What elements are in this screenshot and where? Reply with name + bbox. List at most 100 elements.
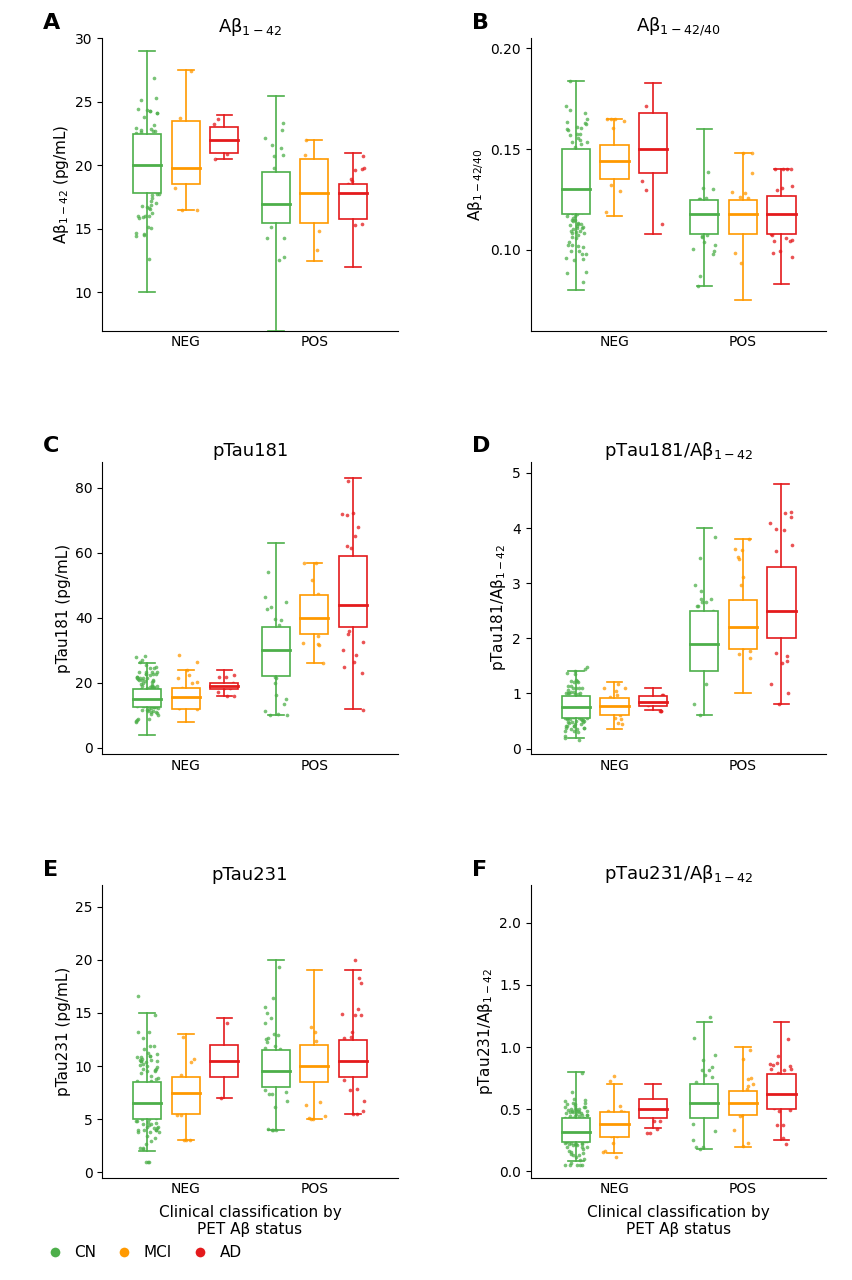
Point	[348, 526, 361, 547]
Point	[140, 1074, 153, 1094]
Bar	[561, 1117, 590, 1142]
Point	[739, 223, 752, 243]
Point	[694, 1103, 707, 1124]
Point	[579, 1126, 593, 1147]
Point	[560, 663, 573, 684]
Point	[568, 664, 582, 685]
Point	[766, 621, 780, 641]
Point	[186, 673, 199, 694]
Point	[768, 230, 781, 251]
Point	[561, 716, 574, 736]
Point	[130, 1111, 143, 1132]
Point	[744, 640, 757, 660]
Point	[691, 1102, 705, 1123]
Point	[147, 1085, 160, 1106]
Point	[267, 1024, 280, 1044]
Point	[346, 1103, 360, 1124]
Point	[573, 1120, 586, 1140]
Point	[654, 701, 668, 722]
Point	[144, 119, 158, 140]
Point	[151, 102, 164, 123]
Bar	[171, 120, 200, 184]
Point	[280, 1091, 294, 1111]
Point	[143, 1092, 157, 1112]
Point	[152, 184, 165, 205]
Point	[641, 1094, 654, 1115]
Point	[579, 198, 593, 219]
Point	[354, 1005, 368, 1025]
Point	[781, 1068, 795, 1088]
Point	[130, 709, 144, 730]
Point	[558, 1119, 572, 1139]
Point	[784, 570, 797, 590]
Point	[354, 202, 367, 223]
Point	[150, 193, 164, 214]
Point	[142, 197, 156, 218]
Point	[143, 101, 157, 122]
Point	[785, 189, 798, 210]
Point	[566, 210, 579, 230]
Point	[145, 676, 158, 696]
Point	[652, 146, 665, 166]
Point	[568, 210, 582, 230]
Point	[607, 118, 620, 138]
Bar	[690, 1084, 718, 1117]
Point	[346, 503, 360, 524]
Point	[134, 691, 147, 712]
Point	[136, 152, 150, 173]
Point	[561, 111, 574, 132]
Point	[130, 686, 143, 707]
Point	[144, 698, 158, 718]
Point	[134, 1051, 147, 1071]
Point	[565, 189, 579, 210]
Point	[579, 707, 592, 727]
Point	[575, 201, 589, 221]
Point	[151, 682, 164, 703]
Point	[149, 701, 163, 722]
Point	[575, 1114, 589, 1134]
Point	[147, 1036, 161, 1056]
Point	[184, 60, 198, 81]
Point	[691, 1101, 705, 1121]
Point	[135, 1108, 149, 1129]
Point	[143, 198, 157, 219]
Point	[579, 189, 593, 210]
Point	[574, 701, 588, 722]
Point	[136, 143, 150, 164]
Point	[764, 224, 778, 244]
Point	[214, 134, 227, 155]
Point	[268, 672, 281, 692]
Point	[357, 157, 371, 178]
Point	[268, 1042, 281, 1062]
Point	[559, 1117, 573, 1138]
Point	[149, 657, 163, 677]
Point	[694, 227, 708, 247]
Point	[318, 591, 331, 612]
Point	[567, 707, 581, 727]
Bar	[561, 150, 590, 214]
Point	[131, 166, 145, 187]
Point	[148, 1128, 162, 1148]
Point	[147, 68, 161, 88]
Point	[691, 595, 705, 616]
Point	[279, 689, 292, 709]
Point	[569, 699, 583, 719]
Point	[138, 1120, 152, 1140]
Point	[137, 1039, 151, 1060]
Point	[147, 696, 160, 717]
Point	[274, 206, 288, 227]
Point	[304, 192, 318, 212]
Point	[566, 1082, 579, 1102]
Point	[641, 689, 654, 709]
Point	[604, 175, 618, 196]
Point	[746, 1083, 760, 1103]
Point	[573, 686, 587, 707]
Point	[130, 172, 143, 192]
Point	[578, 1093, 591, 1114]
Point	[141, 177, 155, 197]
Point	[770, 1052, 784, 1073]
Point	[148, 1060, 162, 1080]
Point	[143, 1046, 157, 1066]
Point	[561, 164, 575, 184]
Point	[562, 1128, 576, 1148]
